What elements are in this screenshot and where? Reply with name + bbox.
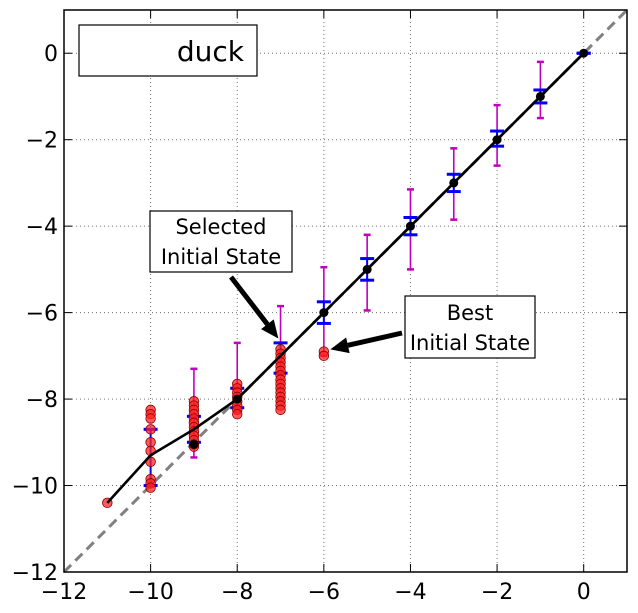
- x-tick-label-5: −2: [481, 580, 513, 605]
- legend-label: duck: [177, 35, 245, 68]
- annotation-box-0: [149, 210, 293, 273]
- y-tick-label-3: −6: [26, 302, 58, 327]
- red-point-45: [275, 404, 286, 416]
- red-point-30: [232, 409, 243, 420]
- annotation-line2-0: Initial State: [161, 245, 281, 269]
- x-tick-label-3: −6: [308, 580, 340, 605]
- red-point-10: [145, 482, 156, 493]
- annotation-arrow-shaft-0: [229, 275, 270, 326]
- black-point-8: [579, 48, 589, 58]
- legend-box: [78, 24, 258, 77]
- black-point-1: [232, 394, 242, 404]
- mean-line: [106, 52, 585, 504]
- annotation-line1-1: Best: [447, 301, 494, 325]
- black-point-6: [492, 135, 502, 145]
- y-tick-label-5: −2: [26, 129, 58, 154]
- x-tick-label-6: 0: [577, 580, 591, 605]
- ticks: [63, 10, 627, 573]
- x-tick-label-2: −8: [221, 580, 253, 605]
- black-point-4: [405, 221, 415, 231]
- y-tick-label-6: 0: [44, 42, 58, 67]
- black-point-5: [449, 178, 459, 188]
- x-tick-label-4: −4: [394, 580, 426, 605]
- annotation-box-1: [404, 295, 536, 359]
- y-tick-label-4: −4: [26, 215, 58, 240]
- annotation-line2-1: Initial State: [410, 331, 530, 355]
- black-point-3: [362, 264, 372, 274]
- black-points: [189, 48, 589, 449]
- red-point-5: [145, 437, 156, 448]
- red-point-47: [318, 350, 330, 362]
- y-tick-label-1: −10: [12, 475, 58, 500]
- y-tick-label-2: −8: [26, 388, 58, 413]
- annotation-arrow-head-1: [330, 337, 350, 354]
- black-point-7: [535, 91, 545, 101]
- black-point-2: [319, 308, 329, 318]
- y-tick-label-0: −12: [12, 561, 58, 586]
- red-point-3: [145, 413, 156, 424]
- x-tick-label-0: −12: [41, 580, 87, 605]
- annotation-arrow-shaft-1: [347, 330, 403, 348]
- black-point-0: [189, 439, 199, 449]
- red-point-4: [145, 424, 156, 435]
- x-tick-label-1: −10: [127, 580, 173, 605]
- annotation-arrow-head-0: [261, 319, 279, 339]
- axes-frame: [63, 9, 628, 573]
- annotation-line1-0: Selected: [175, 215, 266, 239]
